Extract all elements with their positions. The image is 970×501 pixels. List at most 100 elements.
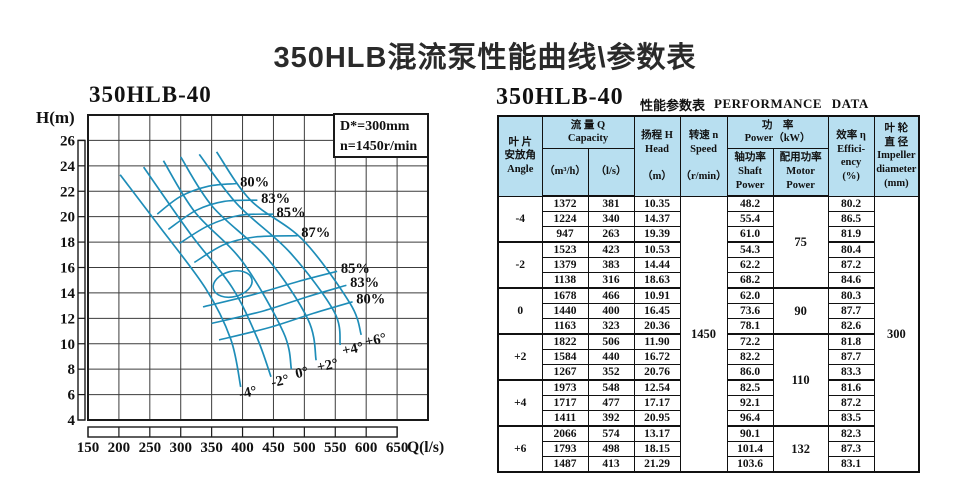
y-tick-label: 6 [68, 388, 76, 404]
y-axis-title: H(m) [36, 108, 75, 127]
capacity-m3h-cell: 1138 [541, 272, 589, 289]
efficiency-cell: 83.3 [827, 364, 875, 381]
head-cell: 14.44 [633, 257, 681, 273]
shaft-power-cell: 86.0 [726, 364, 774, 381]
blade-angle-label: -2° [270, 372, 291, 391]
header-impeller: 叶 轮 直 径 Impeller diameter (mm) [873, 115, 920, 197]
table-row: 1379 383 14.44 62.2 87.2 [498, 257, 919, 273]
angle-cell: 0 [497, 287, 543, 335]
table-row: 0 1678 466 10.91 62.0 90 80.3 [497, 287, 919, 335]
efficiency-label: 85% [277, 205, 306, 221]
head-cell: 18.63 [633, 272, 681, 289]
capacity-ls-cell: 477 [587, 395, 635, 411]
capacity-ls-cell: 381 [587, 195, 635, 212]
capacity-ls-cell: 340 [587, 211, 635, 227]
capacity-ls-cell: 413 [587, 456, 635, 473]
x-axis-title: Q(l/s) [407, 439, 444, 456]
head-cell: 20.95 [633, 410, 681, 427]
shaft-power-cell: 82.2 [726, 349, 774, 365]
y-tick-label: 26 [60, 133, 76, 149]
efficiency-island [212, 269, 253, 299]
capacity-ls-cell: 440 [587, 349, 635, 365]
capacity-m3h-cell: 947 [541, 226, 589, 243]
x-tick-label: 600 [355, 440, 378, 456]
capacity-ls-cell: 548 [587, 379, 635, 396]
efficiency-contour [202, 270, 338, 308]
y-tick-label: 4 [68, 413, 76, 429]
capacity-m3h-cell: 1523 [541, 241, 589, 258]
capacity-ls-cell: 466 [587, 287, 635, 304]
shaft-power-cell: 82.5 [726, 379, 774, 396]
x-tick-label: 200 [108, 440, 131, 456]
header-speed: 转速 n Speed （r/min） [679, 115, 728, 197]
plot-border [87, 114, 429, 422]
y-tick-label: 14 [60, 286, 76, 302]
x-tick-label: 250 [139, 440, 162, 456]
efficiency-label: 83% [350, 275, 379, 291]
efficiency-cell: 87.7 [827, 349, 875, 365]
head-cell: 21.29 [633, 456, 681, 473]
head-curve [215, 151, 363, 336]
blade-angle-label: +4° [341, 339, 365, 359]
efficiency-cell: 81.9 [827, 226, 875, 243]
header-power: 功 率 Power（kW） [726, 115, 829, 149]
capacity-ls-cell: 352 [587, 364, 635, 381]
blade-angle-label: 0° [294, 364, 310, 382]
capacity-m3h-cell: 1487 [541, 456, 589, 473]
efficiency-contour [211, 284, 347, 325]
head-cell: 16.45 [633, 303, 681, 319]
efficiency-cell: 81.6 [827, 379, 875, 396]
capacity-ls-cell: 323 [587, 318, 635, 335]
shaft-power-cell: 62.2 [726, 257, 774, 273]
y-tick-label: 12 [60, 311, 75, 327]
efficiency-cell: 87.3 [827, 441, 875, 457]
head-cell: 12.54 [633, 379, 681, 396]
table-title: 350HLB-40 [496, 84, 624, 110]
efficiency-cell: 80.3 [827, 287, 875, 304]
header-angle: 叶 片 安放角 Angle [497, 115, 543, 197]
efficiency-cell: 86.5 [827, 211, 875, 227]
shaft-power-cell: 96.4 [726, 410, 774, 427]
angle-cell: +2 [497, 333, 543, 381]
shaft-power-cell: 48.2 [726, 195, 774, 212]
head-cell: 14.37 [633, 211, 681, 227]
table-subtitle-cn: 性能参数表 [640, 98, 706, 113]
capacity-ls-cell: 383 [587, 257, 635, 273]
head-curve [162, 160, 293, 370]
table-row: 1487 413 21.29 103.6 83.1 [498, 456, 919, 473]
capacity-ls-cell: 316 [587, 272, 635, 289]
efficiency-cell: 80.2 [827, 195, 875, 212]
efficiency-cell: 87.7 [827, 303, 875, 319]
shaft-power-cell: 54.3 [726, 241, 774, 258]
head-curve [119, 174, 242, 388]
shaft-power-cell: 90.1 [726, 425, 774, 442]
capacity-ls-cell: 506 [587, 333, 635, 350]
table-row: 1793 498 18.15 101.4 87.3 [498, 441, 919, 457]
efficiency-cell: 83.5 [827, 410, 875, 427]
efficiency-cell: 87.2 [827, 395, 875, 411]
capacity-ls-cell: 400 [587, 303, 635, 319]
table-row: -4 1372 381 10.35 1450 48.2 75 80.2 300 [497, 195, 920, 473]
annotation-speed: n=1450r/min [340, 139, 418, 154]
head-cell: 10.91 [633, 287, 681, 304]
speed-cell: 1450 [679, 195, 728, 473]
head-cell: 17.17 [633, 395, 681, 411]
shaft-power-cell: 72.2 [726, 333, 774, 350]
capacity-m3h-cell: 1379 [541, 257, 589, 273]
shaft-power-cell: 103.6 [726, 456, 774, 473]
efficiency-contour [218, 301, 353, 341]
y-tick-label: 18 [60, 235, 75, 251]
table-row: 1584 440 16.72 82.2 87.7 [498, 349, 919, 365]
head-curve [198, 153, 342, 346]
capacity-ls-cell: 263 [587, 226, 635, 243]
efficiency-label: 87% [301, 225, 330, 241]
shaft-power-cell: 78.1 [726, 318, 774, 335]
capacity-m3h-cell: 1440 [541, 303, 589, 319]
shaft-power-cell: 61.0 [726, 226, 774, 243]
y-axis-ruler [77, 139, 86, 421]
x-tick-label: 650 [386, 440, 409, 456]
capacity-ls-cell: 498 [587, 441, 635, 457]
shaft-power-cell: 62.0 [726, 287, 774, 304]
header-capacity-m3h: （m³/h） [541, 147, 589, 197]
x-tick-label: 350 [200, 440, 223, 456]
